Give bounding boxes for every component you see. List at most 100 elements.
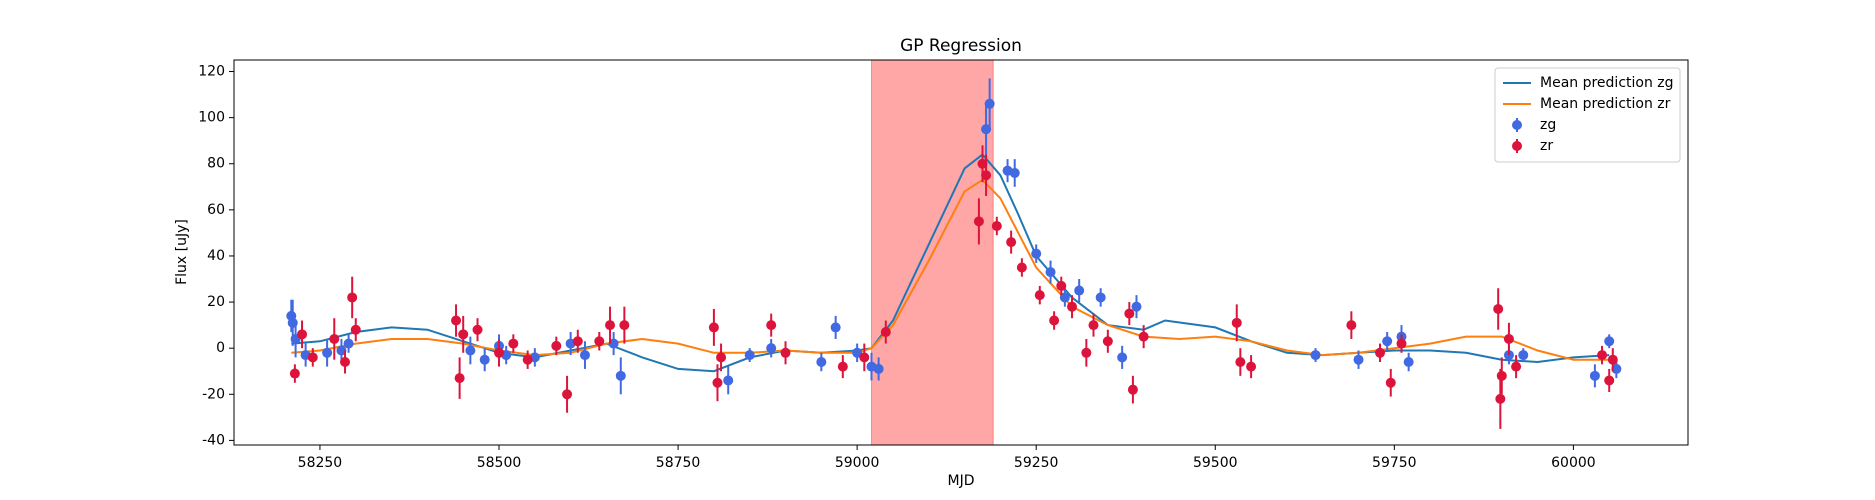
plot-frame <box>233 59 1689 446</box>
data-point <box>1246 361 1257 372</box>
y-tick-label: -40 <box>202 432 225 448</box>
data-point <box>1604 375 1615 386</box>
data-point <box>562 389 573 400</box>
data-point <box>494 347 505 358</box>
data-point <box>973 216 984 227</box>
legend-swatch <box>1512 120 1522 130</box>
data-point <box>723 375 734 386</box>
data-point <box>1346 320 1357 331</box>
data-point <box>551 340 562 351</box>
data-point <box>1067 301 1078 312</box>
data-point <box>1095 292 1106 303</box>
data-point <box>347 292 358 303</box>
data-point <box>579 350 590 361</box>
data-point <box>1045 267 1056 278</box>
data-point <box>1495 393 1506 404</box>
y-tick-label: 60 <box>207 202 225 218</box>
data-point <box>307 352 318 363</box>
data-point <box>981 170 992 181</box>
data-point <box>1310 350 1321 361</box>
legend-label: zr <box>1540 138 1553 154</box>
data-point <box>454 373 465 384</box>
x-tick-label: 60000 <box>1551 455 1596 471</box>
data-point <box>1006 237 1017 248</box>
data-point <box>572 336 583 347</box>
data-point <box>458 329 469 340</box>
prediction-line <box>291 178 1610 361</box>
data-point <box>744 350 755 361</box>
x-tick-label: 59000 <box>835 455 880 471</box>
y-tick-label: -20 <box>202 386 225 402</box>
data-point <box>1016 262 1027 273</box>
data-point <box>479 354 490 365</box>
data-point <box>1127 384 1138 395</box>
y-tick-label: 80 <box>207 156 225 172</box>
x-tick-label: 59250 <box>1014 455 1059 471</box>
data-point <box>1102 336 1113 347</box>
data-point <box>594 336 605 347</box>
data-point <box>1059 292 1070 303</box>
x-tick-label: 58750 <box>656 455 701 471</box>
data-point <box>605 320 616 331</box>
data-point <box>708 322 719 333</box>
x-tick-label: 59750 <box>1372 455 1417 471</box>
data-point <box>350 324 361 335</box>
data-point <box>508 338 519 349</box>
data-point <box>1511 361 1522 372</box>
data-point <box>1031 248 1042 259</box>
data-point <box>766 320 777 331</box>
data-point <box>1493 303 1504 314</box>
data-point <box>1081 347 1092 358</box>
y-tick-label: 120 <box>198 64 225 80</box>
data-point <box>1604 336 1615 347</box>
y-tick-label: 40 <box>207 248 225 264</box>
data-point <box>289 368 300 379</box>
data-point <box>1056 280 1067 291</box>
data-point <box>766 343 777 354</box>
data-point <box>1235 357 1246 368</box>
data-point <box>343 338 354 349</box>
y-axis-label: Flux [uJy] <box>174 219 190 285</box>
legend-label: Mean prediction zr <box>1540 96 1671 112</box>
data-point <box>1607 354 1618 365</box>
data-point <box>991 220 1002 231</box>
data-point <box>1034 290 1045 301</box>
data-point <box>1503 333 1514 344</box>
data-point <box>712 377 723 388</box>
y-tick-label: 20 <box>207 294 225 310</box>
data-point <box>1396 338 1407 349</box>
data-point <box>859 352 870 363</box>
data-point <box>1131 301 1142 312</box>
data-point <box>780 347 791 358</box>
data-point <box>619 320 630 331</box>
data-point <box>329 333 340 344</box>
data-point <box>1375 347 1386 358</box>
data-point <box>1074 285 1085 296</box>
legend-swatch <box>1512 141 1522 151</box>
data-point <box>1382 336 1393 347</box>
data-point <box>465 345 476 356</box>
data-point <box>837 361 848 372</box>
y-tick-label: 100 <box>198 110 225 126</box>
data-point <box>1353 354 1364 365</box>
legend-label: Mean prediction zg <box>1540 75 1674 91</box>
x-tick-label: 58500 <box>477 455 522 471</box>
data-point <box>1138 331 1149 342</box>
data-point <box>1518 350 1529 361</box>
data-point <box>1231 317 1242 328</box>
data-point <box>297 329 308 340</box>
data-point <box>1117 352 1128 363</box>
data-point <box>1385 377 1396 388</box>
data-point <box>1124 308 1135 319</box>
data-point <box>1088 320 1099 331</box>
x-tick-label: 59500 <box>1193 455 1238 471</box>
data-point <box>1589 370 1600 381</box>
data-point <box>608 338 619 349</box>
data-point <box>451 315 462 326</box>
legend-label: zg <box>1540 117 1556 133</box>
data-point <box>1009 167 1020 178</box>
data-point <box>716 352 727 363</box>
data-point <box>981 124 992 135</box>
chart-title: GP Regression <box>900 36 1022 56</box>
